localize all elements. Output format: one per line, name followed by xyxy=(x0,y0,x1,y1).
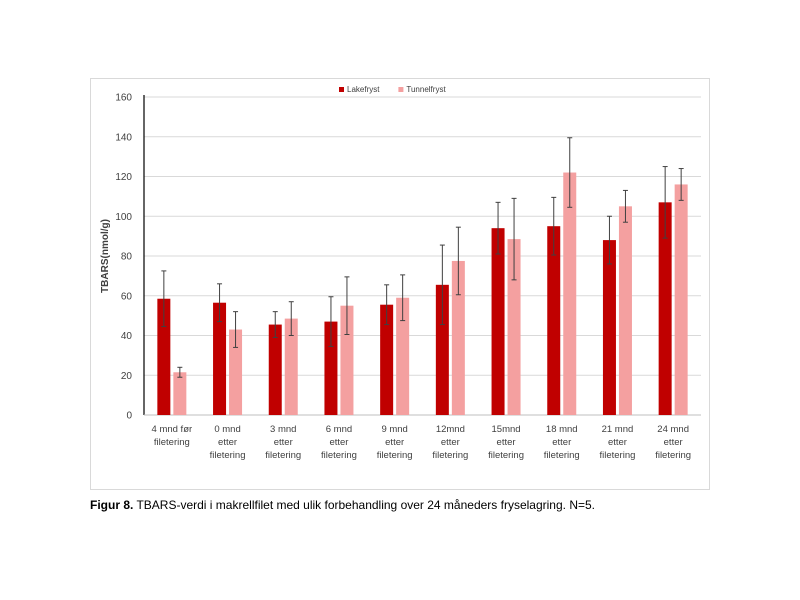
bar-lakefryst xyxy=(658,202,672,415)
legend-swatch-tunnelfryst xyxy=(398,87,404,92)
bar-tunnelfryst xyxy=(563,172,577,415)
bar-tunnelfryst xyxy=(451,260,465,415)
y-tick-label: 140 xyxy=(115,132,132,143)
legend-label-tunnelfryst: Tunnelfryst xyxy=(406,85,446,94)
bar-tunnelfryst xyxy=(173,372,187,415)
bar-tunnelfryst xyxy=(674,184,688,415)
x-tick-label: 4 mnd før filetering xyxy=(152,424,193,448)
bar-lakefryst xyxy=(547,226,561,415)
legend-swatch-lakefryst xyxy=(339,87,344,92)
x-tick-label: 24 mnd etter filetering xyxy=(655,424,691,461)
bar-chart: 0 20 40 60 80 100 120 140 160 TBARS(nmol/g) 4 mnd … xyxy=(100,85,701,461)
bar-tunnelfryst xyxy=(396,297,410,415)
y-tick-label: 160 xyxy=(115,93,132,104)
y-tick-label: 40 xyxy=(121,331,133,342)
y-tick-label: 20 xyxy=(121,371,133,382)
caption-text: TBARS-verdi i makrellfilet med ulik forb… xyxy=(133,498,595,512)
x-tick-label: 12mnd etter filetering xyxy=(432,424,468,461)
legend-label-lakefryst: Lakefryst xyxy=(347,85,380,94)
bar-tunnelfryst xyxy=(618,206,632,415)
x-tick-label: 18 mnd etter filetering xyxy=(544,424,580,461)
chart-frame: 0 20 40 60 80 100 120 140 160 TBARS(nmol/g) 4 mnd … xyxy=(90,78,710,490)
bar-tunnelfryst xyxy=(507,239,521,415)
x-tick-label: 21 mnd etter filetering xyxy=(599,424,635,461)
y-tick-label: 100 xyxy=(115,212,132,223)
figure-caption: Figur 8. TBARS-verdi i makrellfilet med … xyxy=(90,498,730,512)
y-tick-label: 0 xyxy=(126,411,132,422)
x-tick-label: 15mnd etter filetering xyxy=(488,424,524,461)
x-tick-label: 0 mnd etter filetering xyxy=(210,424,246,461)
x-tick-label: 9 mnd etter filetering xyxy=(377,424,413,461)
x-tick-label: 3 mnd etter filetering xyxy=(265,424,301,461)
bar-lakefryst xyxy=(213,302,227,415)
bar-tunnelfryst xyxy=(340,305,354,415)
bar-lakefryst xyxy=(435,284,449,415)
bar-lakefryst xyxy=(380,304,394,415)
caption-label: Figur 8. xyxy=(90,498,134,512)
bar-lakefryst xyxy=(324,321,338,415)
x-tick-label: 6 mnd etter filetering xyxy=(321,424,357,461)
y-tick-label: 60 xyxy=(121,291,133,302)
bar-tunnelfryst xyxy=(284,318,298,415)
bar-tunnelfryst xyxy=(229,329,243,415)
y-tick-label: 120 xyxy=(115,172,132,183)
bar-lakefryst xyxy=(491,228,505,415)
bar-lakefryst xyxy=(268,324,282,415)
y-axis-title: TBARS(nmol/g) xyxy=(100,219,111,293)
y-tick-label: 80 xyxy=(121,252,133,263)
bar-lakefryst xyxy=(602,240,616,415)
bar-lakefryst xyxy=(157,298,171,415)
